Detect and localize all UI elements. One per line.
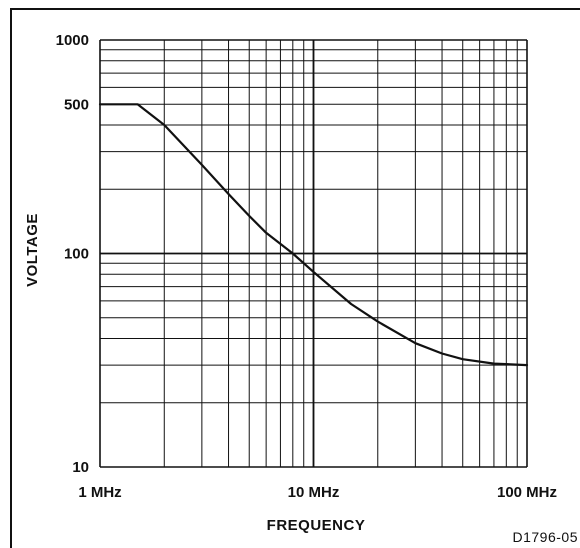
y-tick-labels: 10 100 500 1000: [56, 32, 89, 476]
y-axis-title: VOLTAGE: [24, 213, 41, 287]
x-tick-labels: 1 MHz 10 MHz 100 MHz: [78, 484, 557, 501]
x-tick-label: 1 MHz: [78, 484, 121, 501]
series-layer: [98, 103, 529, 367]
figure-frame: [10, 8, 580, 548]
x-tick-label: 100 MHz: [497, 484, 557, 501]
y-tick-label: 100: [64, 246, 89, 263]
y-tick-label: 10: [72, 459, 89, 476]
x-tick-label: 10 MHz: [288, 484, 340, 501]
x-axis-title: FREQUENCY: [267, 517, 366, 534]
y-tick-label: 1000: [56, 32, 89, 49]
grid: [99, 39, 528, 468]
figure-code: D1796-05: [513, 529, 579, 545]
series-line-0: [98, 103, 529, 367]
y-tick-label: 500: [64, 96, 89, 113]
